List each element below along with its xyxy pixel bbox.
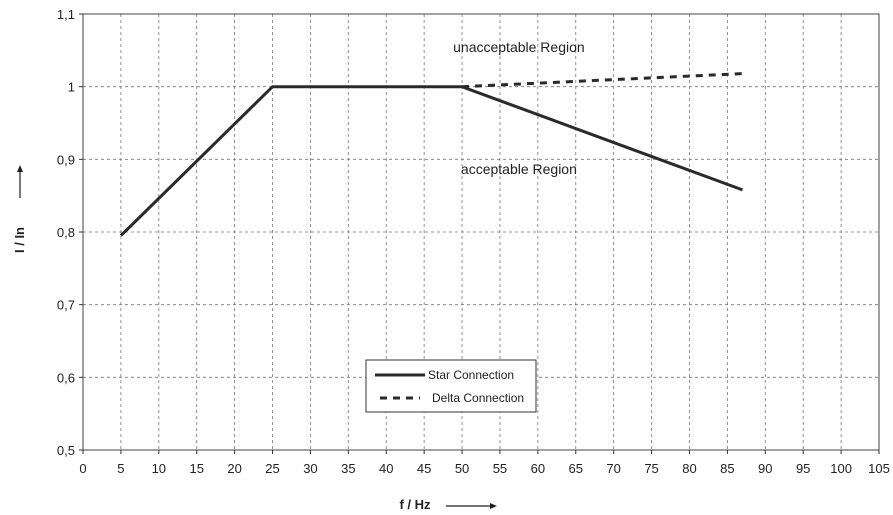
legend-label-star: Star Connection — [428, 368, 514, 382]
x-tick-label: 95 — [796, 461, 810, 476]
y-tick-labels: 0,5 0,6 0,7 0,8 0,9 1 1,1 — [57, 7, 83, 458]
y-tick-label: 1 — [68, 80, 75, 95]
y-axis-title: I / In — [12, 165, 27, 253]
series-layer — [119, 72, 744, 237]
x-tick-labels: 0 5 10 15 20 25 30 35 40 45 50 55 60 65 70 75 80 85 90 95 10… — [79, 450, 890, 476]
y-tick-label: 1,1 — [57, 7, 75, 22]
x-axis-label: f / Hz — [399, 497, 431, 512]
x-tick-label: 65 — [569, 461, 583, 476]
x-tick-label: 25 — [265, 461, 279, 476]
y-tick-label: 0,6 — [57, 370, 75, 385]
legend: Star Connection Delta Connection — [365, 359, 537, 413]
annotation-unacceptable-region: unacceptable Region — [453, 39, 585, 55]
series-delta-connection-line — [461, 72, 743, 89]
x-tick-label: 45 — [417, 461, 431, 476]
y-axis-label: I / In — [12, 227, 27, 253]
y-tick-label: 0,9 — [57, 152, 75, 167]
x-tick-label: 15 — [189, 461, 203, 476]
x-tick-label: 35 — [341, 461, 355, 476]
x-tick-label: 70 — [606, 461, 620, 476]
x-tick-label: 20 — [227, 461, 241, 476]
y-tick-label: 0,8 — [57, 225, 75, 240]
x-tick-label: 50 — [455, 461, 469, 476]
x-tick-label: 100 — [830, 461, 852, 476]
annotations: unacceptable Region acceptable Region — [453, 39, 585, 177]
x-axis-arrow-icon — [490, 503, 497, 509]
y-tick-label: 0,7 — [57, 298, 75, 313]
y-tick-label: 0,5 — [57, 443, 75, 458]
x-tick-label: 40 — [379, 461, 393, 476]
x-tick-label: 105 — [868, 461, 890, 476]
x-tick-label: 10 — [152, 461, 166, 476]
x-tick-label: 55 — [493, 461, 507, 476]
annotation-acceptable-region: acceptable Region — [461, 161, 577, 177]
legend-label-delta: Delta Connection — [432, 391, 524, 405]
x-axis-title: f / Hz — [399, 497, 497, 512]
x-tick-label: 30 — [303, 461, 317, 476]
y-axis-arrow-icon — [17, 165, 23, 172]
legend-box — [365, 359, 537, 413]
x-tick-label: 90 — [758, 461, 772, 476]
x-tick-label: 85 — [720, 461, 734, 476]
x-tick-label: 80 — [682, 461, 696, 476]
x-tick-label: 60 — [531, 461, 545, 476]
x-tick-label: 0 — [79, 461, 86, 476]
x-tick-label: 5 — [117, 461, 124, 476]
series-star-connection-line — [119, 85, 744, 237]
x-tick-label: 75 — [644, 461, 658, 476]
